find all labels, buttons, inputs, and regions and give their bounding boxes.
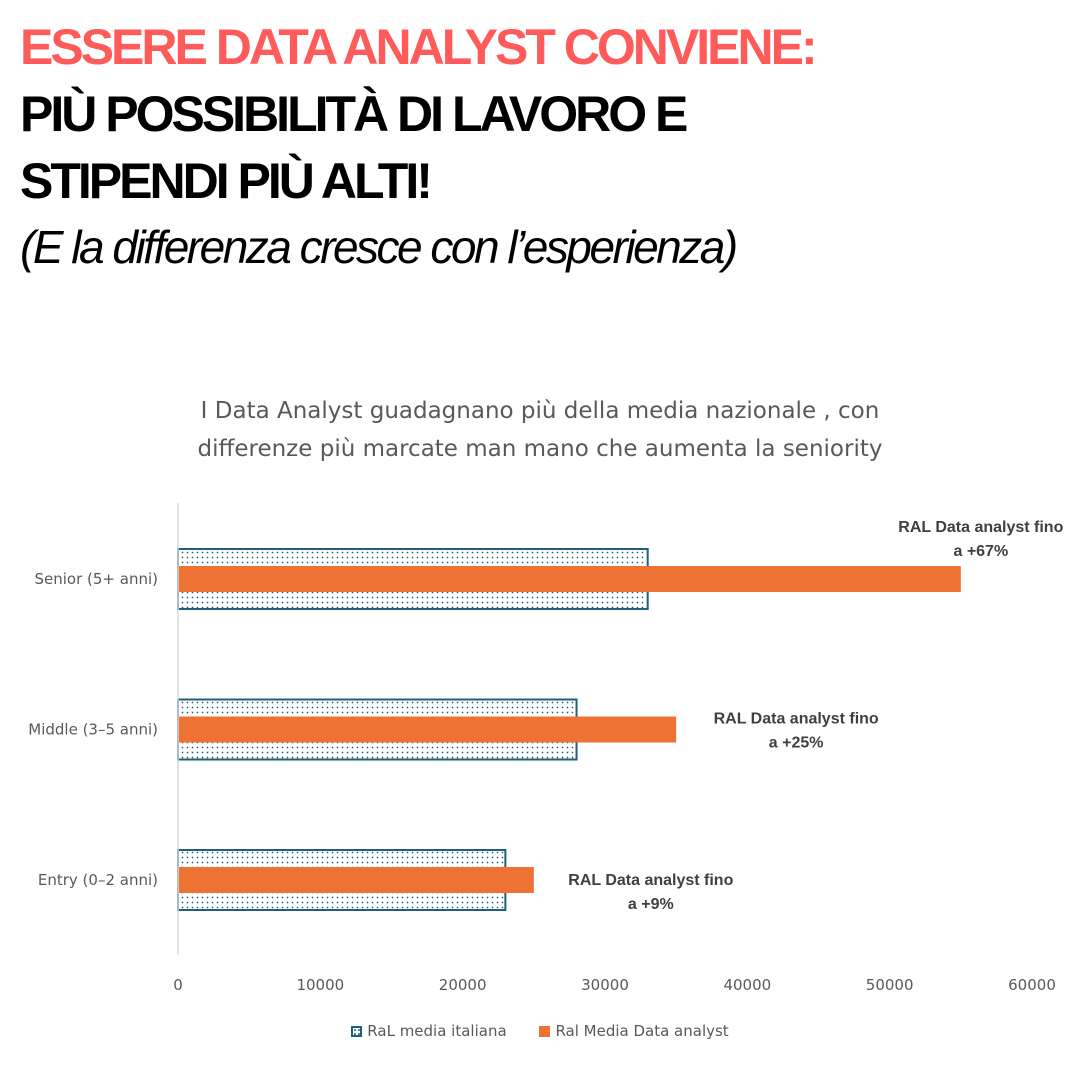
chart-title-line-2: differenze più marcate man mano che aume… bbox=[197, 436, 883, 462]
category-label-senior: Senior (5+ anni) bbox=[35, 570, 159, 588]
x-tick-label-40000: 40000 bbox=[723, 976, 771, 994]
category-label-middle: Middle (3–5 anni) bbox=[28, 721, 158, 739]
annotation-senior-line-2: a +67% bbox=[953, 543, 1008, 560]
bar-data-analyst-senior bbox=[178, 566, 961, 592]
legend: RaL media italiana Ral Media Data analys… bbox=[0, 1022, 1080, 1041]
legend-label-italia: RaL media italiana bbox=[367, 1022, 507, 1040]
legend-label-data-analyst: Ral Media Data analyst bbox=[555, 1022, 729, 1040]
x-tick-label-60000: 60000 bbox=[1008, 976, 1056, 994]
headline-subtitle: (E la differenza cresce con l’esperienza… bbox=[20, 221, 738, 273]
x-tick-label-10000: 10000 bbox=[296, 976, 344, 994]
legend-swatch-data-analyst bbox=[539, 1025, 551, 1037]
annotation-middle-line-2: a +25% bbox=[769, 735, 824, 752]
legend-item-italia: RaL media italiana bbox=[351, 1022, 507, 1040]
category-label-entry: Entry (0–2 anni) bbox=[38, 871, 158, 889]
legend-swatch-italia bbox=[351, 1025, 363, 1037]
bar-data-analyst-middle bbox=[178, 716, 677, 743]
annotation-senior-line-1: RAL Data analyst fino bbox=[898, 519, 1063, 536]
chart-title-line-1: I Data Analyst guadagnano più della medi… bbox=[200, 398, 880, 424]
headline: ESSERE DATA ANALYST CONVIENE: PIÙ POSSIB… bbox=[20, 14, 818, 277]
legend-item-data-analyst: Ral Media Data analyst bbox=[539, 1022, 729, 1040]
x-tick-label-0: 0 bbox=[173, 976, 183, 994]
headline-line-1: ESSERE DATA ANALYST CONVIENE: bbox=[20, 19, 818, 75]
annotation-middle-line-1: RAL Data analyst fino bbox=[714, 711, 879, 728]
x-tick-label-30000: 30000 bbox=[581, 976, 629, 994]
x-tick-label-50000: 50000 bbox=[866, 976, 914, 994]
bar-data-analyst-entry bbox=[178, 867, 534, 893]
annotation-entry-line-1: RAL Data analyst fino bbox=[568, 872, 733, 889]
annotation-entry-line-2: a +9% bbox=[628, 896, 674, 913]
chart-title: I Data Analyst guadagnano più della medi… bbox=[70, 392, 1010, 468]
x-tick-label-20000: 20000 bbox=[439, 976, 487, 994]
headline-line-3: STIPENDI PIÙ ALTI! bbox=[20, 153, 433, 209]
headline-line-2: PIÙ POSSIBILITÀ DI LAVORO E bbox=[20, 86, 688, 142]
